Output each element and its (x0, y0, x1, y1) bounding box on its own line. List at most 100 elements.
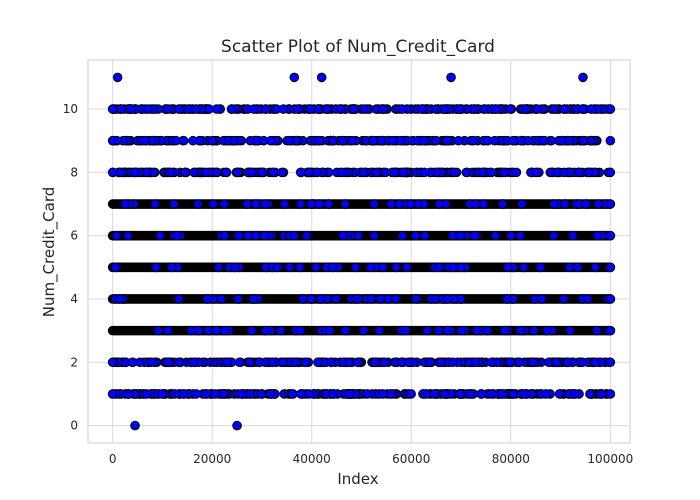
data-point (491, 104, 501, 114)
data-point (338, 135, 348, 146)
data-point (163, 325, 173, 336)
outlier-point (289, 72, 300, 83)
data-point (234, 230, 244, 241)
data-point (402, 262, 412, 273)
data-point (505, 357, 515, 368)
outlier-point (112, 72, 123, 83)
data-point (549, 104, 559, 114)
data-point (511, 167, 522, 178)
data-point (219, 199, 230, 209)
data-point (229, 135, 239, 146)
data-point (560, 199, 570, 209)
data-point (564, 262, 575, 273)
data-point (559, 104, 570, 114)
data-point (537, 294, 547, 304)
data-point (596, 389, 606, 399)
data-point (303, 167, 314, 178)
data-point (436, 357, 446, 368)
data-point (470, 199, 481, 209)
data-point (508, 135, 518, 146)
data-point (503, 262, 513, 273)
data-point (343, 357, 354, 368)
data-point (335, 104, 346, 114)
data-point (558, 294, 569, 304)
data-point (155, 230, 165, 241)
data-point (107, 389, 118, 399)
data-point (247, 167, 257, 178)
data-point (578, 135, 588, 146)
data-point (147, 135, 158, 146)
y-tick-label: 4 (70, 292, 78, 306)
data-point (535, 262, 546, 273)
data-point (605, 230, 616, 241)
data-point (410, 230, 421, 241)
data-point (514, 357, 524, 368)
data-point (298, 294, 308, 304)
data-point (328, 389, 338, 399)
outlier-point (446, 72, 456, 83)
data-point (323, 199, 334, 209)
data-point (395, 135, 406, 146)
data-point (150, 199, 160, 209)
data-point (290, 357, 301, 368)
data-point (419, 230, 430, 241)
outlier-point (232, 420, 242, 431)
data-point (416, 104, 427, 114)
data-point (467, 135, 478, 146)
data-point (251, 199, 261, 209)
data-point (497, 389, 508, 399)
data-point (376, 135, 387, 146)
data-point (267, 357, 278, 368)
data-point (163, 357, 174, 368)
data-point (403, 357, 414, 368)
data-point (344, 389, 355, 399)
data-point (350, 262, 361, 273)
data-point (272, 262, 283, 273)
data-point (295, 262, 305, 273)
data-point (390, 167, 400, 178)
data-point (568, 230, 578, 241)
data-point (520, 389, 531, 399)
x-tick-label: 80000 (492, 452, 530, 466)
data-point (245, 357, 255, 368)
data-points (107, 72, 616, 431)
data-point (201, 167, 212, 178)
data-point (449, 167, 459, 178)
data-point (590, 262, 600, 273)
data-point (378, 104, 388, 114)
data-point (243, 230, 253, 241)
y-tick-label: 10 (63, 102, 78, 116)
data-point (486, 167, 497, 178)
outlier-point (316, 72, 327, 83)
data-point (183, 104, 193, 114)
data-point (518, 262, 529, 273)
data-point (585, 389, 595, 399)
data-point (219, 230, 230, 241)
data-point (191, 104, 201, 114)
data-point (441, 135, 452, 146)
data-point (306, 294, 317, 304)
data-point (398, 167, 409, 178)
data-point (478, 199, 489, 209)
data-point (295, 325, 306, 336)
data-point (582, 294, 593, 304)
data-point (248, 294, 259, 304)
y-tick-label: 2 (70, 355, 78, 369)
data-point (461, 167, 472, 178)
data-point (532, 104, 542, 114)
x-tick-label: 60000 (392, 452, 430, 466)
data-point (562, 357, 573, 368)
data-point (193, 199, 203, 209)
data-point (328, 262, 338, 273)
data-point (454, 104, 465, 114)
data-point (314, 199, 325, 209)
data-point (211, 325, 222, 336)
data-point (433, 325, 444, 336)
data-point (180, 167, 191, 178)
data-point (385, 389, 396, 399)
data-point (278, 104, 289, 114)
data-point (233, 294, 243, 304)
data-point (151, 262, 161, 273)
data-point (141, 389, 152, 399)
data-point (157, 389, 167, 399)
